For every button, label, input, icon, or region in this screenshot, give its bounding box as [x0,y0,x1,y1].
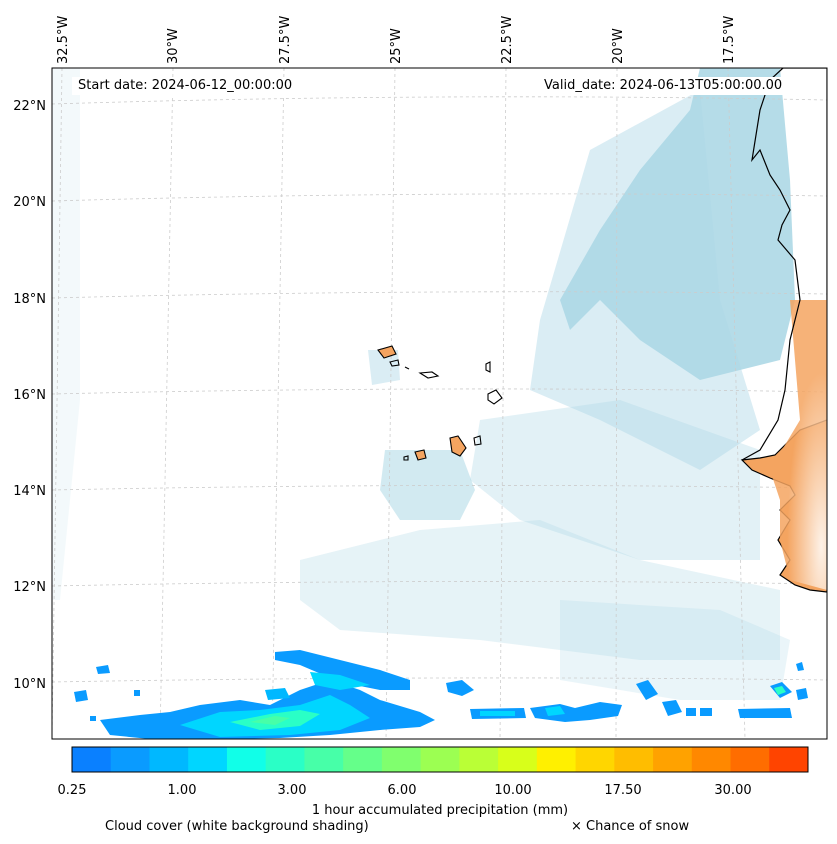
colorbar-tick-17-50: 17.50 [604,783,641,798]
cloud-cover-shading [52,68,795,700]
precipitation-patches [74,650,808,739]
colorbar-border [71,746,809,773]
lat-label-12n: 12°N [13,580,46,595]
lat-label-10n: 10°N [13,677,46,692]
colorbar-tick-30-00: 30.00 [714,783,751,798]
lon-label-25w: 25°W [389,28,404,64]
valid-date-label: Valid_date: 2024-06-13T05:00:00.00 [538,77,789,95]
colorbar-tick-3-00: 3.00 [278,783,307,798]
lat-label-18n: 18°N [13,292,46,307]
colorbar-segment [188,747,228,772]
map-gridlines [52,68,827,739]
colorbar-tick-1-00: 1.00 [168,783,197,798]
cape-verde-islands [377,345,503,461]
start-date-label: Start date: 2024-06-12_00:00:00 [72,77,299,95]
colorbar-segment [691,747,732,772]
africa-landmass [740,68,827,593]
colorbar-segment [226,747,267,772]
lat-label-16n: 16°N [13,388,46,403]
colorbar-segment [304,747,344,772]
lon-label-32-5w: 32.5°W [56,16,71,64]
colorbar-segment [575,747,615,772]
colorbar-segment [343,747,383,772]
cloud-cover-legend: Cloud cover (white background shading) [105,819,369,834]
lat-label-22n: 22°N [13,99,46,114]
colorbar-segment [381,747,422,772]
colorbar-segment [536,747,577,772]
colorbar-tick-10-00: 10.00 [494,783,531,798]
colorbar-segment [459,747,499,772]
colorbar-title: 1 hour accumulated precipitation (mm) [312,803,568,818]
lon-label-17-5w: 17.5°W [722,16,737,64]
colorbar-segment [265,747,305,772]
colorbar-tick-6-00: 6.00 [388,783,417,798]
colorbar-tick-0-25: 0.25 [58,783,87,798]
latitude-labels: 22°N 20°N 18°N 16°N 14°N 12°N 10°N [13,99,46,692]
lon-label-20w: 20°W [611,28,626,64]
colorbar-ticks: 0.25 1.00 3.00 6.00 10.00 17.50 30.00 [58,783,752,798]
colorbar-segment [420,747,460,772]
lon-label-27-5w: 27.5°W [278,16,293,64]
colorbar-segment [653,747,693,772]
colorbar-segment [730,747,770,772]
colorbar-segment [769,747,809,772]
snow-legend: × Chance of snow [571,819,690,834]
lat-label-14n: 14°N [13,484,46,499]
colorbar-segment [110,747,150,772]
longitude-labels: 32.5°W 30°W 27.5°W 25°W 22.5°W 20°W 17.5… [56,16,737,64]
colorbar-segment [614,747,654,772]
lon-label-22-5w: 22.5°W [500,16,515,64]
colorbar [72,747,809,772]
lat-label-20n: 20°N [13,195,46,210]
colorbar-segment [149,747,189,772]
colorbar-segment [498,747,538,772]
lon-label-30w: 30°W [166,28,181,64]
colorbar-segment [72,747,112,772]
